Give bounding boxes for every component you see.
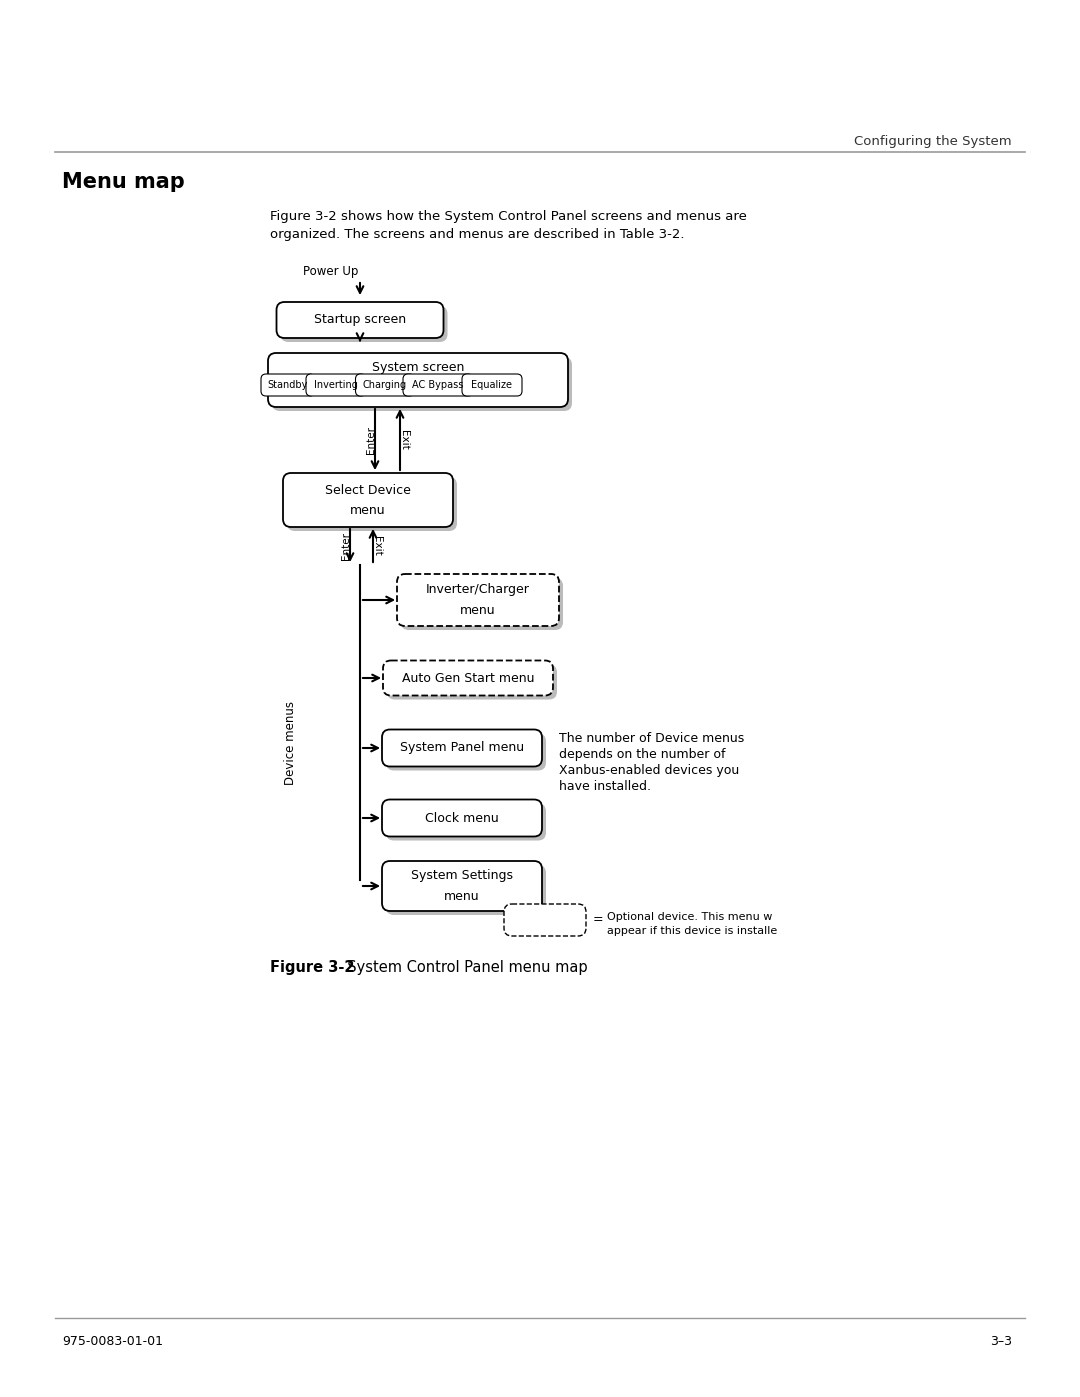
FancyBboxPatch shape <box>382 799 542 837</box>
Text: have installed.: have installed. <box>559 780 651 793</box>
FancyBboxPatch shape <box>281 306 447 342</box>
Text: depends on the number of: depends on the number of <box>559 747 726 761</box>
Text: Equalize: Equalize <box>472 380 513 390</box>
Text: Xanbus-enabled devices you: Xanbus-enabled devices you <box>559 764 739 777</box>
Text: menu: menu <box>444 890 480 902</box>
Text: Startup screen: Startup screen <box>314 313 406 327</box>
Text: System screen: System screen <box>372 362 464 374</box>
FancyBboxPatch shape <box>462 374 522 395</box>
FancyBboxPatch shape <box>268 353 568 407</box>
FancyBboxPatch shape <box>382 729 542 767</box>
Text: 975-0083-01-01: 975-0083-01-01 <box>62 1336 163 1348</box>
Text: 3–3: 3–3 <box>990 1336 1012 1348</box>
Text: System Panel menu: System Panel menu <box>400 742 524 754</box>
Text: Device menus: Device menus <box>283 701 297 785</box>
FancyBboxPatch shape <box>386 733 546 771</box>
Text: Inverter/Charger: Inverter/Charger <box>427 584 530 597</box>
Text: Exit: Exit <box>399 430 409 450</box>
Text: System Control Panel menu map: System Control Panel menu map <box>338 960 588 975</box>
FancyBboxPatch shape <box>382 861 542 911</box>
FancyBboxPatch shape <box>387 665 557 700</box>
FancyBboxPatch shape <box>355 374 415 395</box>
FancyBboxPatch shape <box>272 358 572 411</box>
Text: Standby: Standby <box>268 380 308 390</box>
FancyBboxPatch shape <box>401 578 563 630</box>
Text: The number of Device menus: The number of Device menus <box>559 732 744 745</box>
Text: Charging: Charging <box>363 380 407 390</box>
Text: appear if this device is installe: appear if this device is installe <box>607 926 778 936</box>
FancyBboxPatch shape <box>261 374 315 395</box>
Text: menu: menu <box>460 604 496 616</box>
Text: System Settings: System Settings <box>411 869 513 883</box>
Text: =: = <box>593 914 604 926</box>
Text: Optional device. This menu w: Optional device. This menu w <box>607 912 772 922</box>
FancyBboxPatch shape <box>386 865 546 915</box>
Text: menu: menu <box>350 503 386 517</box>
FancyBboxPatch shape <box>386 803 546 841</box>
Text: organized. The screens and menus are described in Table 3-2.: organized. The screens and menus are des… <box>270 228 685 242</box>
Text: Enter: Enter <box>366 426 376 454</box>
Text: Power Up: Power Up <box>303 265 359 278</box>
FancyBboxPatch shape <box>403 374 473 395</box>
FancyBboxPatch shape <box>276 302 444 338</box>
Text: Select Device: Select Device <box>325 483 410 496</box>
FancyBboxPatch shape <box>287 476 457 531</box>
Text: Configuring the System: Configuring the System <box>854 136 1012 148</box>
Text: Auto Gen Start menu: Auto Gen Start menu <box>402 672 535 685</box>
Text: Exit: Exit <box>372 535 382 556</box>
FancyBboxPatch shape <box>397 574 559 626</box>
FancyBboxPatch shape <box>283 474 453 527</box>
Text: Clock menu: Clock menu <box>426 812 499 824</box>
Text: Figure 3-2 shows how the System Control Panel screens and menus are: Figure 3-2 shows how the System Control … <box>270 210 747 224</box>
Text: Inverting: Inverting <box>314 380 357 390</box>
FancyBboxPatch shape <box>504 904 586 936</box>
Text: Menu map: Menu map <box>62 172 185 191</box>
FancyBboxPatch shape <box>383 661 553 696</box>
Text: Figure 3-2: Figure 3-2 <box>270 960 354 975</box>
FancyBboxPatch shape <box>306 374 366 395</box>
Text: Enter: Enter <box>341 531 351 560</box>
Text: AC Bypass: AC Bypass <box>413 380 463 390</box>
